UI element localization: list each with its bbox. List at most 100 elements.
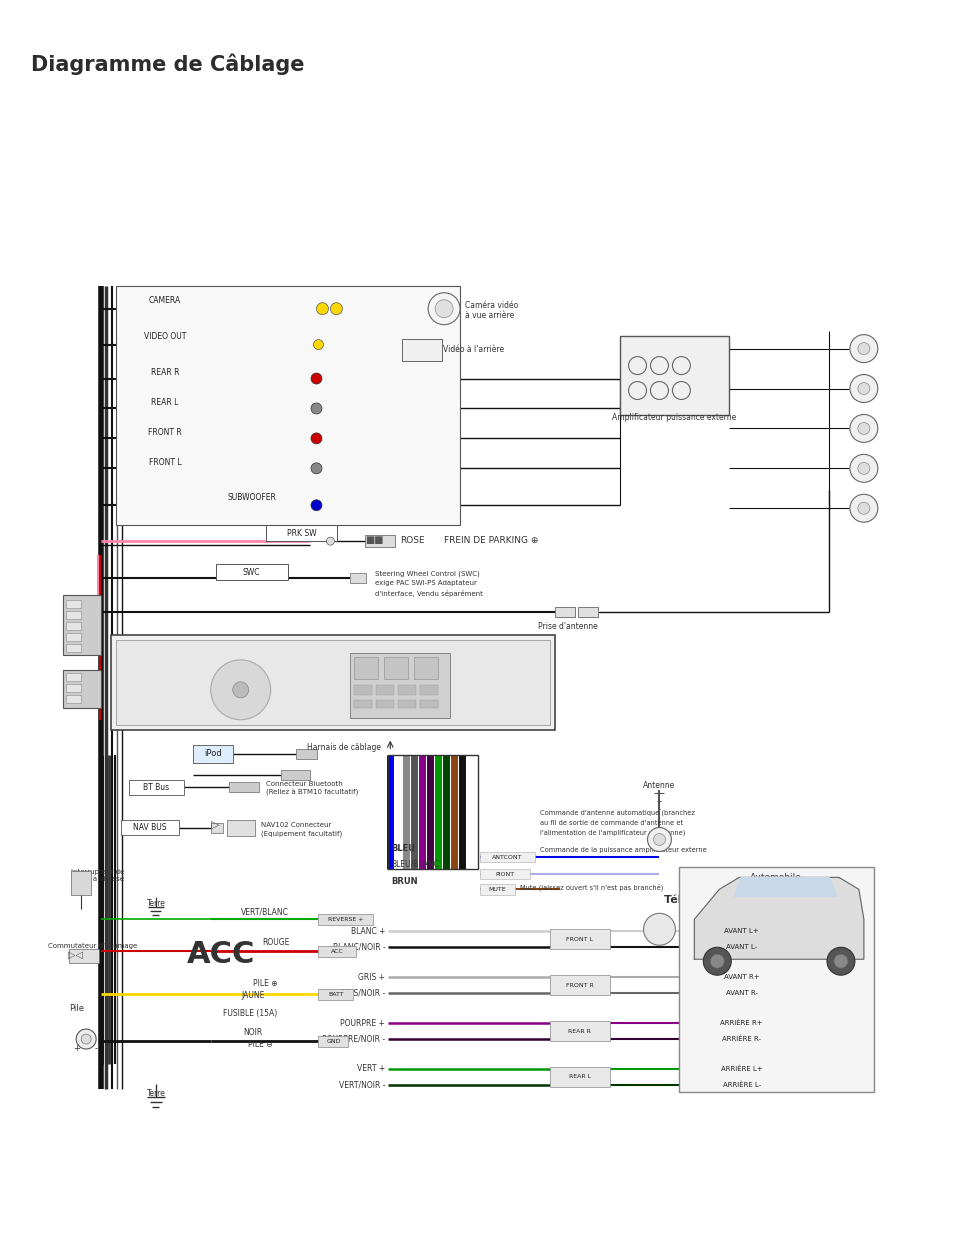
Circle shape [857, 422, 869, 435]
FancyBboxPatch shape [70, 950, 99, 963]
Text: ANTCONT: ANTCONT [492, 855, 522, 860]
Text: AVANT L+: AVANT L+ [723, 929, 759, 935]
FancyBboxPatch shape [211, 823, 222, 832]
Text: iPod: iPod [204, 750, 221, 758]
Circle shape [76, 1029, 96, 1049]
FancyBboxPatch shape [808, 988, 836, 998]
FancyBboxPatch shape [808, 1065, 836, 1074]
FancyBboxPatch shape [229, 782, 258, 792]
Text: FRONT L: FRONT L [566, 937, 593, 942]
FancyBboxPatch shape [419, 700, 437, 708]
Circle shape [233, 682, 249, 698]
Text: SUBWOOFER: SUBWOOFER [227, 493, 275, 501]
Text: GRIS/NOIR -: GRIS/NOIR - [339, 989, 385, 998]
Text: Téléphone voiture: Téléphone voiture [663, 894, 776, 905]
Circle shape [330, 303, 342, 315]
Text: ARRIÈRE L+: ARRIÈRE L+ [720, 1066, 761, 1072]
Text: Prise d'antenne: Prise d'antenne [537, 622, 597, 631]
Text: Interrupteur de
boîte à vitesse: Interrupteur de boîte à vitesse [71, 869, 125, 883]
Polygon shape [694, 877, 863, 960]
FancyBboxPatch shape [265, 525, 337, 541]
Circle shape [311, 373, 321, 384]
Circle shape [643, 914, 675, 945]
FancyBboxPatch shape [280, 769, 310, 779]
Text: FRONT R: FRONT R [148, 427, 182, 437]
FancyBboxPatch shape [354, 685, 372, 695]
Text: JAUNE: JAUNE [315, 290, 341, 300]
Text: ROSE: ROSE [400, 536, 424, 545]
FancyBboxPatch shape [709, 1079, 773, 1091]
Text: AVANT R-: AVANT R- [725, 990, 757, 997]
FancyBboxPatch shape [227, 820, 254, 836]
FancyBboxPatch shape [709, 1018, 773, 1029]
FancyBboxPatch shape [129, 329, 200, 345]
Text: l'alimentation de l'amplificateur d'antenne): l'alimentation de l'amplificateur d'ante… [539, 830, 684, 836]
FancyBboxPatch shape [479, 884, 515, 895]
FancyBboxPatch shape [384, 657, 408, 679]
Text: ACC: ACC [331, 950, 343, 955]
Circle shape [857, 383, 869, 394]
FancyBboxPatch shape [66, 600, 81, 608]
FancyBboxPatch shape [66, 695, 81, 703]
FancyBboxPatch shape [549, 976, 609, 995]
FancyBboxPatch shape [365, 535, 395, 547]
FancyBboxPatch shape [709, 987, 773, 999]
FancyBboxPatch shape [808, 1034, 836, 1044]
Circle shape [849, 335, 877, 363]
Text: VERT/NOIR -: VERT/NOIR - [338, 1081, 385, 1089]
FancyBboxPatch shape [66, 643, 81, 652]
Circle shape [849, 374, 877, 403]
Text: VIDEO OUT: VIDEO OUT [144, 332, 186, 341]
FancyBboxPatch shape [63, 669, 101, 708]
FancyBboxPatch shape [679, 867, 873, 1092]
Text: ▷◁: ▷◁ [68, 950, 83, 961]
FancyBboxPatch shape [578, 608, 597, 618]
Text: ARRIÈRE R-: ARRIÈRE R- [721, 1036, 760, 1042]
Text: BLANC +: BLANC + [351, 926, 385, 936]
FancyBboxPatch shape [318, 946, 356, 957]
FancyBboxPatch shape [709, 1063, 773, 1074]
Circle shape [647, 827, 671, 851]
Circle shape [849, 454, 877, 483]
FancyBboxPatch shape [397, 700, 416, 708]
Text: Mute (laissez ouvert s'il n'est pas branché): Mute (laissez ouvert s'il n'est pas bran… [519, 883, 662, 892]
Text: GND: GND [326, 1039, 340, 1044]
Text: Diagramme de Câblage: Diagramme de Câblage [31, 53, 304, 75]
FancyBboxPatch shape [129, 454, 200, 471]
Text: POURPRE/NOIR -: POURPRE/NOIR - [322, 1035, 385, 1044]
FancyBboxPatch shape [402, 338, 441, 361]
Text: -: - [94, 1044, 97, 1053]
FancyBboxPatch shape [295, 748, 317, 758]
FancyBboxPatch shape [66, 622, 81, 630]
FancyBboxPatch shape [111, 635, 555, 730]
Circle shape [849, 494, 877, 522]
FancyBboxPatch shape [808, 1079, 836, 1091]
Text: au fil de sortie de commande d'antenne et: au fil de sortie de commande d'antenne e… [539, 820, 682, 825]
FancyBboxPatch shape [63, 595, 101, 655]
Text: BRUN: BRUN [391, 877, 417, 887]
Circle shape [710, 955, 723, 968]
Text: REAR R: REAR R [151, 368, 179, 377]
Text: AVANT L-: AVANT L- [725, 945, 757, 950]
Text: Terre: Terre [147, 1089, 165, 1098]
FancyBboxPatch shape [116, 640, 549, 725]
FancyBboxPatch shape [549, 1067, 609, 1087]
Text: BLEU/BLANC: BLEU/BLANC [391, 860, 438, 868]
Text: FREIN DE PARKING ⊕: FREIN DE PARKING ⊕ [444, 536, 537, 545]
FancyBboxPatch shape [350, 573, 366, 583]
Text: ACC: ACC [187, 940, 254, 968]
Text: PILE ⊖: PILE ⊖ [248, 1040, 272, 1049]
FancyBboxPatch shape [375, 700, 394, 708]
FancyBboxPatch shape [129, 779, 184, 794]
Text: Steering Wheel Control (SWC): Steering Wheel Control (SWC) [375, 571, 479, 577]
Text: à vue arrière: à vue arrière [464, 311, 514, 320]
Circle shape [211, 659, 271, 720]
Text: (Reliez à BTM10 facultatif): (Reliez à BTM10 facultatif) [265, 789, 357, 797]
FancyBboxPatch shape [193, 745, 233, 763]
FancyBboxPatch shape [66, 673, 81, 680]
FancyBboxPatch shape [549, 1021, 609, 1041]
Text: FRONT L: FRONT L [149, 458, 181, 467]
Text: VERT/BLANC: VERT/BLANC [240, 908, 288, 916]
Text: ▷: ▷ [211, 820, 219, 830]
Text: CAMERA: CAMERA [149, 296, 181, 305]
